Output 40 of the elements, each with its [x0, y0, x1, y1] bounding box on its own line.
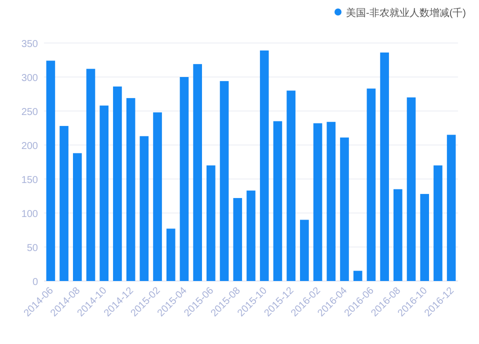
bar [60, 126, 68, 281]
bar [273, 121, 282, 281]
bar [260, 50, 269, 281]
y-tick-label: 250 [21, 107, 38, 118]
legend-label: 美国-非农就业人数增减(千) [346, 7, 466, 19]
bar [446, 134, 456, 281]
bar [166, 228, 176, 281]
y-tick-label: 150 [21, 175, 38, 186]
bar [100, 106, 109, 281]
bar [393, 189, 402, 281]
bar [366, 88, 376, 281]
bar [126, 98, 136, 281]
bar [233, 198, 242, 281]
bar [340, 138, 349, 281]
bar [72, 153, 82, 281]
y-tick-label: 300 [21, 73, 38, 84]
bar [193, 64, 202, 281]
bar [220, 81, 229, 281]
bar [140, 136, 149, 281]
bar [420, 194, 430, 281]
bar [406, 97, 416, 281]
bar [86, 68, 96, 281]
bar [434, 165, 442, 281]
bar [300, 220, 309, 281]
bar [46, 60, 56, 281]
y-tick-label: 50 [26, 243, 38, 254]
bar [246, 190, 256, 281]
bar [380, 52, 389, 281]
bar [353, 270, 362, 281]
bar [153, 112, 162, 281]
bar [206, 165, 216, 281]
bar [180, 77, 189, 281]
y-tick-label: 100 [21, 209, 38, 220]
bar [313, 123, 322, 281]
bar [326, 122, 336, 281]
y-tick-label: 200 [21, 141, 38, 152]
bar [113, 86, 122, 281]
bar [286, 90, 296, 281]
y-tick-label: 350 [21, 39, 38, 50]
y-tick-label: 0 [32, 277, 38, 288]
